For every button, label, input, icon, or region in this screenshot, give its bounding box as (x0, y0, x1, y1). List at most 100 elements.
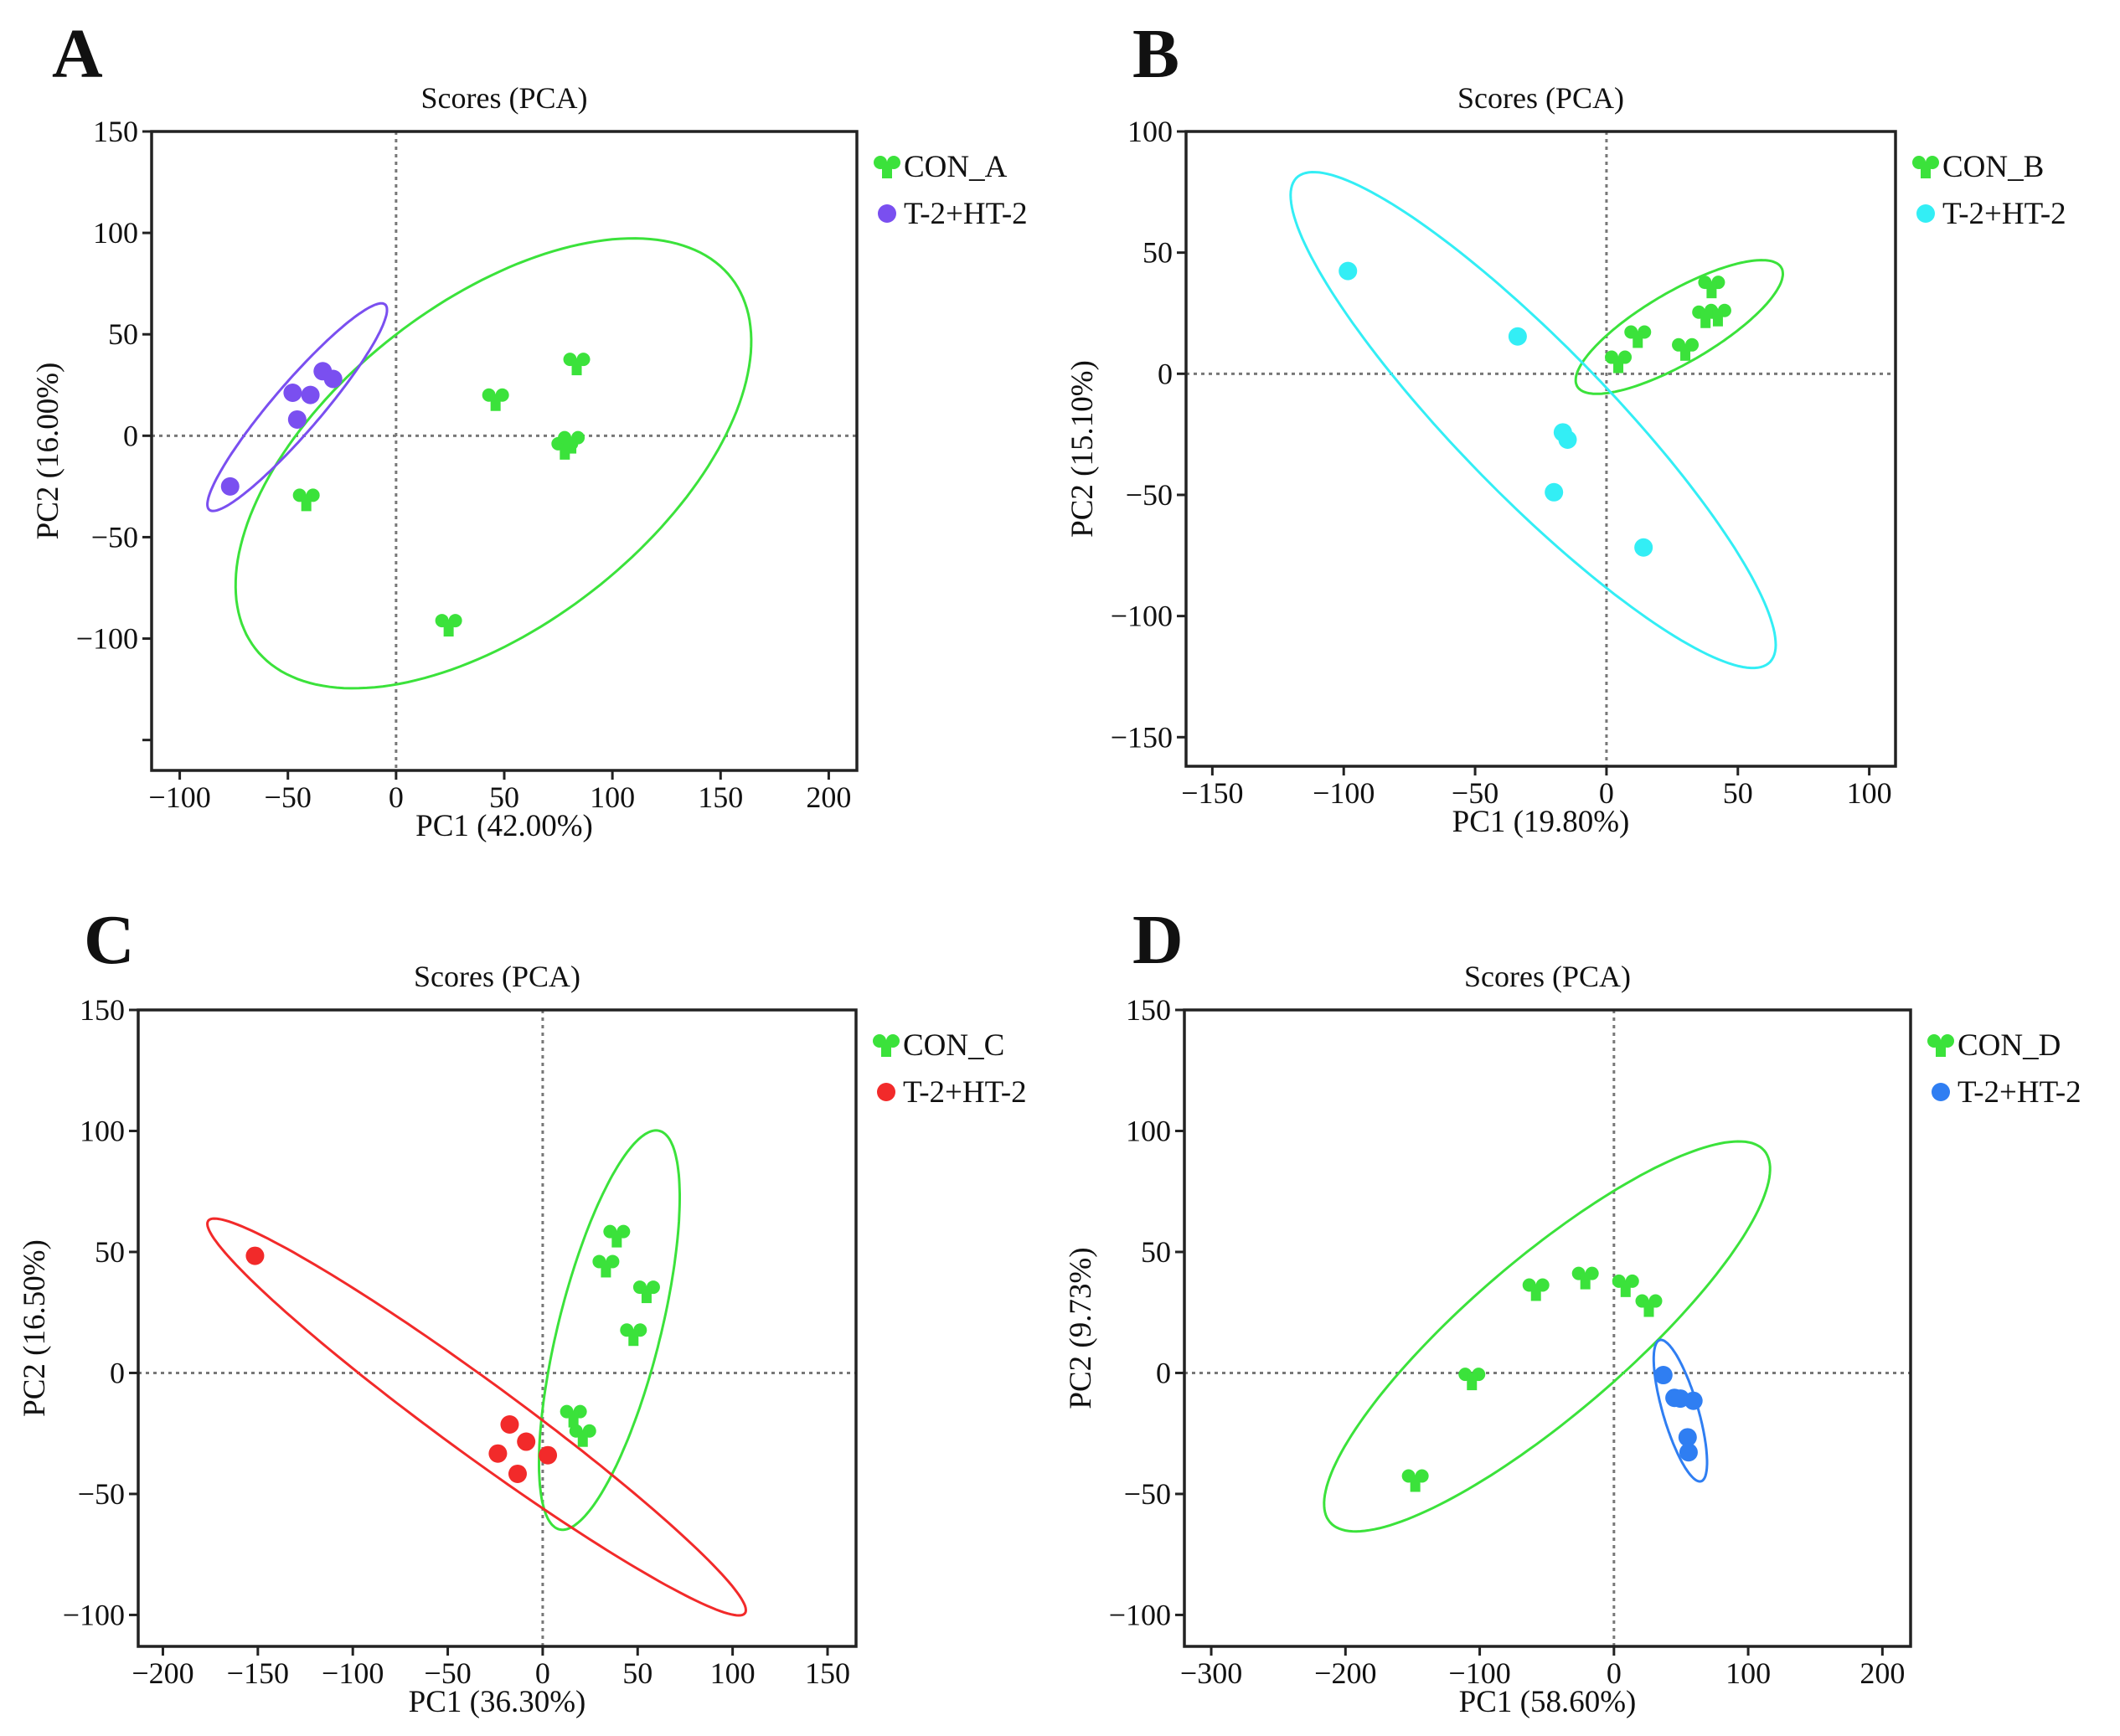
x-axis-label: PC1 (42.00%) (415, 809, 593, 843)
legend-label: T-2+HT-2 (903, 1075, 1027, 1110)
data-point-treatment (287, 410, 307, 429)
data-point-control (1672, 337, 1700, 361)
data-point-control (560, 1404, 587, 1428)
x-tick-label: 200 (1860, 1656, 1905, 1690)
x-tick-label: −100 (148, 780, 210, 814)
x-tick-label: 200 (806, 780, 851, 814)
x-tick-label: −200 (132, 1656, 193, 1690)
data-point-treatment (539, 1445, 558, 1465)
y-tick-label: −100 (1111, 600, 1173, 633)
marker-stem (1712, 309, 1723, 327)
x-tick-label: 100 (1725, 1656, 1771, 1690)
marker-stem (1620, 1280, 1631, 1297)
legend: CON_D T-2+HT-2 (1927, 1028, 2081, 1110)
y-axis-label: PC2 (16.50%) (18, 1239, 52, 1417)
data-point-treatment (517, 1432, 536, 1451)
legend-marker (1932, 1083, 1950, 1101)
data-point-control (558, 430, 585, 454)
legend-label: T-2+HT-2 (1958, 1075, 2081, 1110)
data-point-control (1571, 1266, 1599, 1290)
x-tick-label: −150 (227, 1656, 289, 1690)
legend-label: T-2+HT-2 (904, 197, 1028, 231)
data-point-treatment (1679, 1443, 1698, 1462)
chart-title: Scores (PCA) (421, 81, 588, 115)
confidence-ellipse-1 (206, 301, 389, 513)
legend-marker (1916, 204, 1935, 223)
panel-letter: D (1132, 901, 1184, 979)
data-point-control (569, 1424, 596, 1447)
data-point-treatment (508, 1464, 527, 1483)
marker-stem (1936, 1040, 1946, 1057)
data-point-control (1612, 1274, 1639, 1297)
panel-letter: B (1132, 15, 1179, 93)
marker-stem (1921, 162, 1931, 178)
y-tick-label: 0 (1156, 1356, 1171, 1389)
y-tick-label: 100 (93, 216, 138, 250)
data-point-treatment (1558, 430, 1577, 450)
x-tick-label: 100 (710, 1656, 756, 1690)
data-point-control (435, 614, 462, 637)
y-tick-label: 0 (110, 1356, 125, 1389)
data-point-control (563, 353, 591, 376)
y-tick-label: 150 (93, 115, 138, 148)
data-point-treatment (1634, 538, 1653, 557)
marker-stem (1467, 1373, 1478, 1391)
marker-stem (577, 1429, 588, 1447)
legend-label: CON_B (1942, 150, 2044, 184)
data-point-control (1522, 1278, 1550, 1301)
y-tick-label: 100 (1126, 1114, 1171, 1147)
y-tick-label: −150 (1111, 720, 1173, 754)
panel-c: C Scores (PCA) −200 −150 −100 −50 0 50 100 150 150… (18, 901, 1027, 1719)
x-axis-label: PC1 (19.80%) (1452, 805, 1630, 839)
data-point-control (1698, 276, 1725, 299)
y-tick-label: 50 (1141, 1235, 1171, 1269)
marker-stem (443, 620, 454, 637)
legend: CON_B T-2+HT-2 (1912, 150, 2066, 231)
y-tick-label: 50 (95, 1235, 125, 1269)
y-axis-label: PC2 (16.00%) (31, 363, 65, 540)
legend: CON_C T-2+HT-2 (873, 1028, 1027, 1110)
data-point-treatment (1678, 1428, 1697, 1447)
data-point-treatment (220, 476, 240, 496)
marker-stem (1633, 331, 1643, 348)
marker-stem (1706, 281, 1717, 299)
panel-a: A Scores (PCA) −100 −50 0 50 100 150 200 150 100 50… (31, 15, 1028, 843)
legend-marker (878, 204, 896, 223)
x-tick-label: −100 (1448, 1656, 1510, 1690)
x-axis-label: PC1 (58.60%) (1459, 1685, 1637, 1719)
data-point-control (1458, 1368, 1486, 1391)
data-point-treatment (301, 385, 320, 404)
legend-marker (873, 1034, 900, 1057)
x-tick-label: 50 (1723, 776, 1753, 810)
legend-label: T-2+HT-2 (1942, 197, 2066, 231)
marker-stem (490, 394, 501, 411)
x-tick-label: 0 (1599, 776, 1614, 810)
data-point-control (1704, 303, 1731, 327)
confidence-ellipse-0 (1574, 259, 1785, 395)
marker-stem (566, 436, 577, 454)
confidence-ellipse-1 (206, 1217, 747, 1617)
marker-stem (601, 1260, 611, 1278)
x-tick-label: 50 (622, 1656, 653, 1690)
data-point-control (482, 388, 509, 411)
y-tick-label: 100 (80, 1114, 125, 1147)
legend-marker (1927, 1034, 1954, 1057)
panel-letter: A (52, 15, 103, 93)
chart-title: Scores (PCA) (1464, 960, 1631, 993)
marker-stem (1643, 1300, 1654, 1317)
legend-label: CON_A (904, 150, 1008, 184)
marker-stem (568, 1410, 579, 1428)
data-point-control (1605, 350, 1633, 373)
x-tick-label: 0 (1607, 1656, 1622, 1690)
y-tick-label: 0 (123, 419, 138, 452)
marker-stem (1680, 343, 1691, 361)
x-tick-label: 150 (698, 780, 743, 814)
data-point-treatment (245, 1246, 265, 1265)
data-point-treatment (1339, 261, 1358, 281)
y-tick-label: 100 (1127, 115, 1173, 148)
data-point-treatment (283, 383, 302, 402)
legend: CON_A T-2+HT-2 (874, 150, 1028, 231)
marker-stem (641, 1286, 652, 1304)
legend-marker (877, 1083, 895, 1101)
x-tick-label: −50 (424, 1656, 471, 1690)
